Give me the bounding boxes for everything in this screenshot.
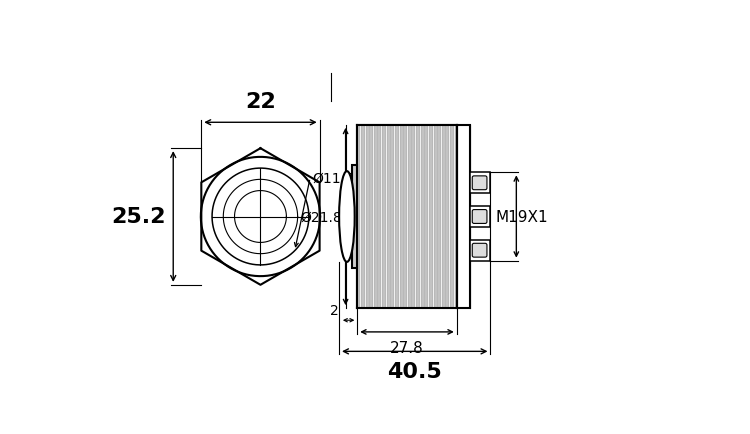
Bar xyxy=(457,125,470,309)
Bar xyxy=(470,240,490,261)
Text: 40.5: 40.5 xyxy=(388,361,442,381)
Bar xyxy=(352,165,357,269)
Text: Ø21.8: Ø21.8 xyxy=(301,210,343,224)
Bar xyxy=(357,125,457,309)
Text: Ø11.5: Ø11.5 xyxy=(312,171,354,185)
Bar xyxy=(470,173,490,194)
Text: 2: 2 xyxy=(329,303,338,317)
Text: M19X1: M19X1 xyxy=(496,210,548,224)
Ellipse shape xyxy=(339,172,355,262)
Text: 27.8: 27.8 xyxy=(390,340,424,355)
FancyBboxPatch shape xyxy=(472,210,487,224)
FancyBboxPatch shape xyxy=(472,177,487,190)
FancyBboxPatch shape xyxy=(472,244,487,257)
Bar xyxy=(470,207,490,227)
Text: 22: 22 xyxy=(245,92,276,112)
Text: 25.2: 25.2 xyxy=(111,207,166,227)
